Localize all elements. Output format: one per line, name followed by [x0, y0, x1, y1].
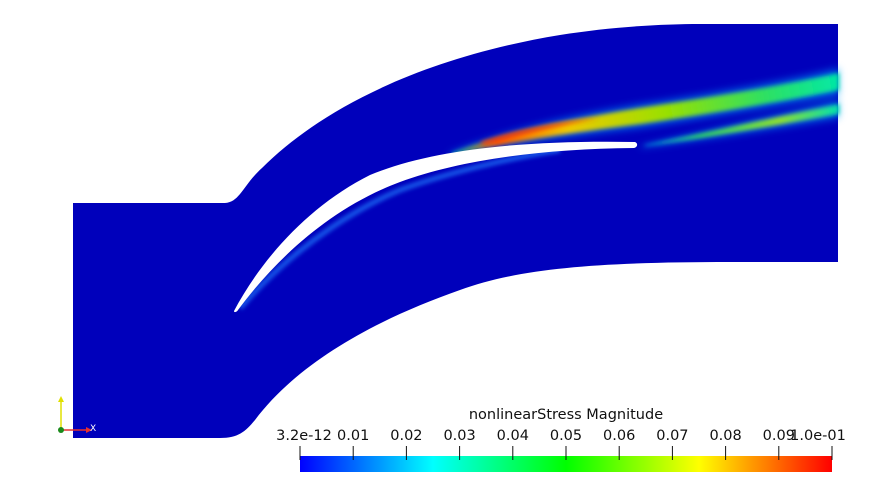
colorbar-tickmarks	[299, 446, 833, 460]
colorbar-tick-label: 0.06	[603, 428, 636, 444]
flow-domain	[73, 24, 838, 438]
colorbar-tick-label: 0.09	[762, 428, 795, 444]
x-axis-label: X	[90, 424, 96, 434]
colorbar-tick-label: 0.04	[496, 428, 529, 444]
colorbar-tick-label: 0.03	[443, 428, 476, 444]
colorbar-tick-label: 0.05	[549, 428, 583, 444]
colorbar-tick-labels: 3.2e-12 0.01 0.02 0.03 0.04 0.05 0.06 0.07 0.08 0…	[0, 428, 889, 446]
colorbar[interactable]	[299, 446, 833, 472]
upper-wake	[452, 73, 839, 155]
upper-wake-core	[480, 118, 600, 145]
colorbar-title: nonlinearStress Magnitude	[468, 407, 664, 423]
colorbar-tick-label: 0.01	[337, 428, 370, 444]
y-axis-arrow-icon	[58, 396, 64, 402]
colorbar-tick-label: 0.08	[709, 428, 742, 444]
z-axis-dot-icon	[58, 427, 64, 433]
colorbar-tick-label: 1.0e-01	[790, 428, 846, 444]
boundary-layer	[238, 147, 561, 310]
airfoil-blade	[234, 141, 638, 313]
colorbar-tick-label: 3.2e-12	[276, 428, 332, 444]
orientation-axes: X	[58, 396, 96, 434]
colorbar-gradient	[300, 456, 832, 472]
x-axis-arrow-icon	[86, 427, 92, 433]
colorbar-tick-label: 0.02	[390, 428, 423, 444]
colorbar-tick-label: 0.07	[656, 428, 689, 444]
lower-wake	[645, 104, 839, 146]
